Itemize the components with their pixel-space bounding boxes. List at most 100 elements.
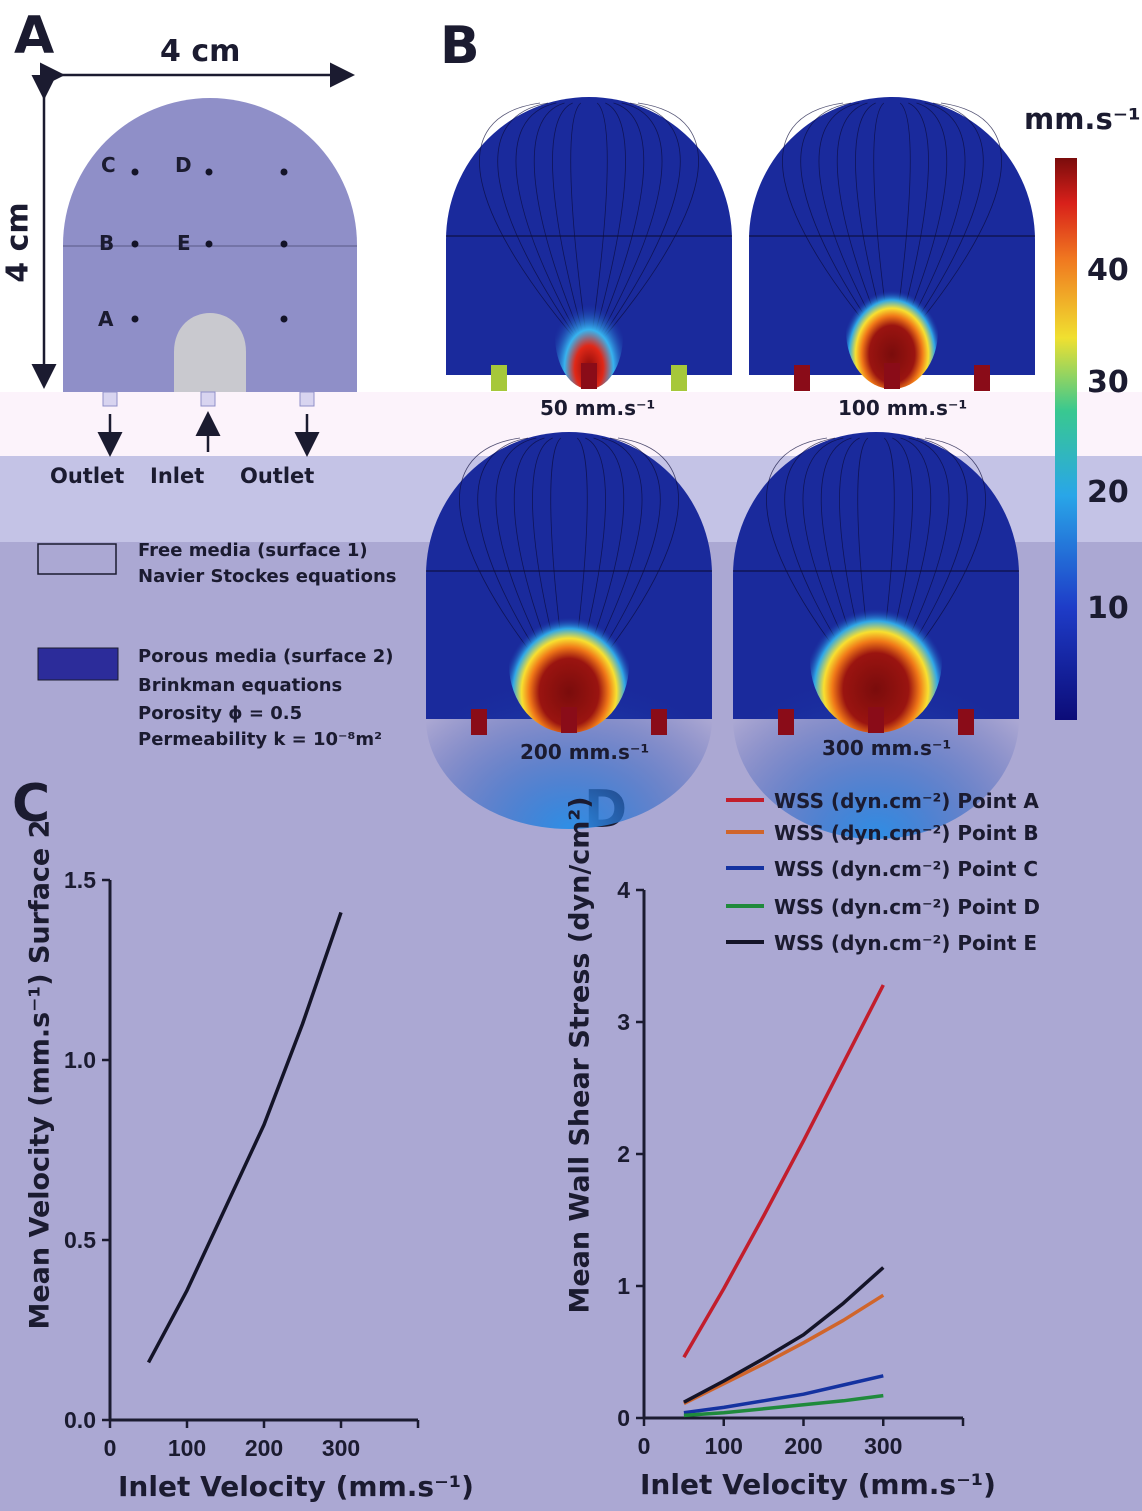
streamline [588, 102, 681, 356]
surface2-equations: Brinkman equations [138, 675, 343, 696]
map-outlet-port [671, 365, 687, 391]
velocity-map [426, 432, 712, 829]
x-tick-label: 0 [638, 1433, 651, 1459]
streamline [479, 102, 590, 356]
surface1-equations: Navier Stockes equations [138, 566, 397, 587]
y-tick-label: 0.5 [64, 1227, 96, 1253]
series-line [683, 1266, 885, 1404]
outlet-right-port [299, 391, 315, 407]
legend-label: WSS (dyn.cm⁻²) Point D [774, 895, 1040, 919]
colorbar-tick-20: 20 [1087, 475, 1129, 510]
y-tick-label: 1.5 [64, 867, 96, 893]
surface2-permeability: Permeability k = 10⁻⁸m² [138, 729, 383, 750]
colorbar-tick-40: 40 [1087, 253, 1129, 288]
series-line [683, 1293, 885, 1406]
point-marker [280, 168, 288, 176]
point-marker [205, 168, 213, 176]
point-marker [131, 315, 139, 323]
series-line [682, 984, 885, 1359]
velocity-map [733, 432, 1019, 839]
velocity-hotspot [846, 273, 938, 389]
chart-d-xlabel: Inlet Velocity (mm.s⁻¹) [640, 1468, 996, 1501]
panel-letter-c: C [12, 774, 51, 834]
velocity-hotspot [555, 283, 623, 389]
legend-label: WSS (dyn.cm⁻²) Point C [774, 857, 1038, 881]
y-tick-label: 0.0 [64, 1407, 96, 1433]
y-tick-label: 2 [617, 1141, 630, 1167]
map-inlet-port [884, 363, 900, 389]
map-inlet-port [581, 363, 597, 389]
y-tick-label: 0 [617, 1405, 630, 1431]
legend-label: WSS (dyn.cm⁻²) Point B [774, 821, 1039, 845]
x-tick-label: 100 [168, 1435, 206, 1461]
map-label-300: 300 mm.s⁻¹ [822, 736, 952, 760]
y-tick-label: 4 [617, 877, 630, 903]
series-line [683, 1393, 884, 1418]
x-tick-label: 100 [705, 1433, 743, 1459]
point-label-d: D [175, 153, 192, 177]
chart-c: 0 100 200 300 0.0 0.5 1.0 1.5 [64, 867, 420, 1461]
point-label-a: A [98, 307, 114, 331]
surface2-swatch [37, 647, 119, 681]
legend-label: WSS (dyn.cm⁻²) Point E [774, 931, 1037, 955]
surface1-title: Free media (surface 1) [138, 540, 368, 561]
streamline [588, 102, 699, 356]
chart-d: 0 100 200 300 0 1 2 3 4 [617, 877, 965, 1459]
sample-points [131, 168, 288, 323]
inlet-label: Inlet [150, 464, 205, 488]
chart-d-legend: WSS (dyn.cm⁻²) Point A WSS (dyn.cm⁻²) Poi… [726, 789, 1040, 955]
chart-c-ylabel: Mean Velocity (mm.s⁻¹) Surface 2 [24, 819, 56, 1330]
map-outlet-port [471, 709, 487, 735]
panel-letter-a: A [14, 6, 55, 66]
width-label: 4 cm [160, 34, 241, 69]
point-label-c: C [101, 153, 116, 177]
point-marker [280, 240, 288, 248]
map-inlet-port [561, 707, 577, 733]
y-tick-label: 1 [617, 1273, 630, 1299]
y-tick-label: 1.0 [64, 1047, 96, 1073]
map-label-50: 50 mm.s⁻¹ [540, 396, 656, 420]
streamline [891, 102, 1002, 356]
colorbar [1055, 158, 1077, 720]
x-tick-label: 300 [864, 1433, 902, 1459]
point-marker [205, 240, 213, 248]
streamline [515, 102, 590, 356]
outlet-left-port [102, 391, 118, 407]
point-marker [131, 168, 139, 176]
x-tick-label: 200 [784, 1433, 822, 1459]
chart-d-ylabel: Mean Wall Shear Stress (dyn/cm²) [564, 796, 596, 1314]
map-label-100: 100 mm.s⁻¹ [838, 396, 968, 420]
panel-letter-b: B [440, 16, 480, 76]
series-line [683, 1374, 884, 1415]
surface2-title: Porous media (surface 2) [138, 646, 394, 667]
outlet-right-label: Outlet [240, 464, 315, 488]
map-outlet-port [778, 709, 794, 735]
streamline [588, 102, 663, 356]
surface2-porosity: Porosity ϕ = 0.5 [138, 703, 303, 724]
series-line [146, 911, 343, 1364]
velocity-map [446, 97, 732, 391]
chart-c-xlabel: Inlet Velocity (mm.s⁻¹) [118, 1470, 474, 1503]
colorbar-unit: mm.s⁻¹ [1024, 102, 1141, 136]
legend-label: WSS (dyn.cm⁻²) Point A [774, 789, 1039, 813]
map-outlet-port [491, 365, 507, 391]
point-marker [280, 315, 288, 323]
colorbar-tick-10: 10 [1087, 591, 1129, 626]
velocity-hotspot [810, 587, 942, 733]
x-tick-label: 200 [245, 1435, 283, 1461]
map-outlet-port [794, 365, 810, 391]
inlet-port [200, 391, 216, 407]
map-outlet-port [958, 709, 974, 735]
point-label-b: B [99, 231, 115, 255]
scaffold-shape [174, 313, 246, 392]
velocity-map [749, 97, 1035, 391]
y-tick-label: 3 [617, 1009, 630, 1035]
point-marker [131, 240, 139, 248]
x-tick-label: 300 [322, 1435, 360, 1461]
map-outlet-port [974, 365, 990, 391]
colorbar-tick-30: 30 [1087, 365, 1129, 400]
outlet-left-label: Outlet [50, 464, 125, 488]
